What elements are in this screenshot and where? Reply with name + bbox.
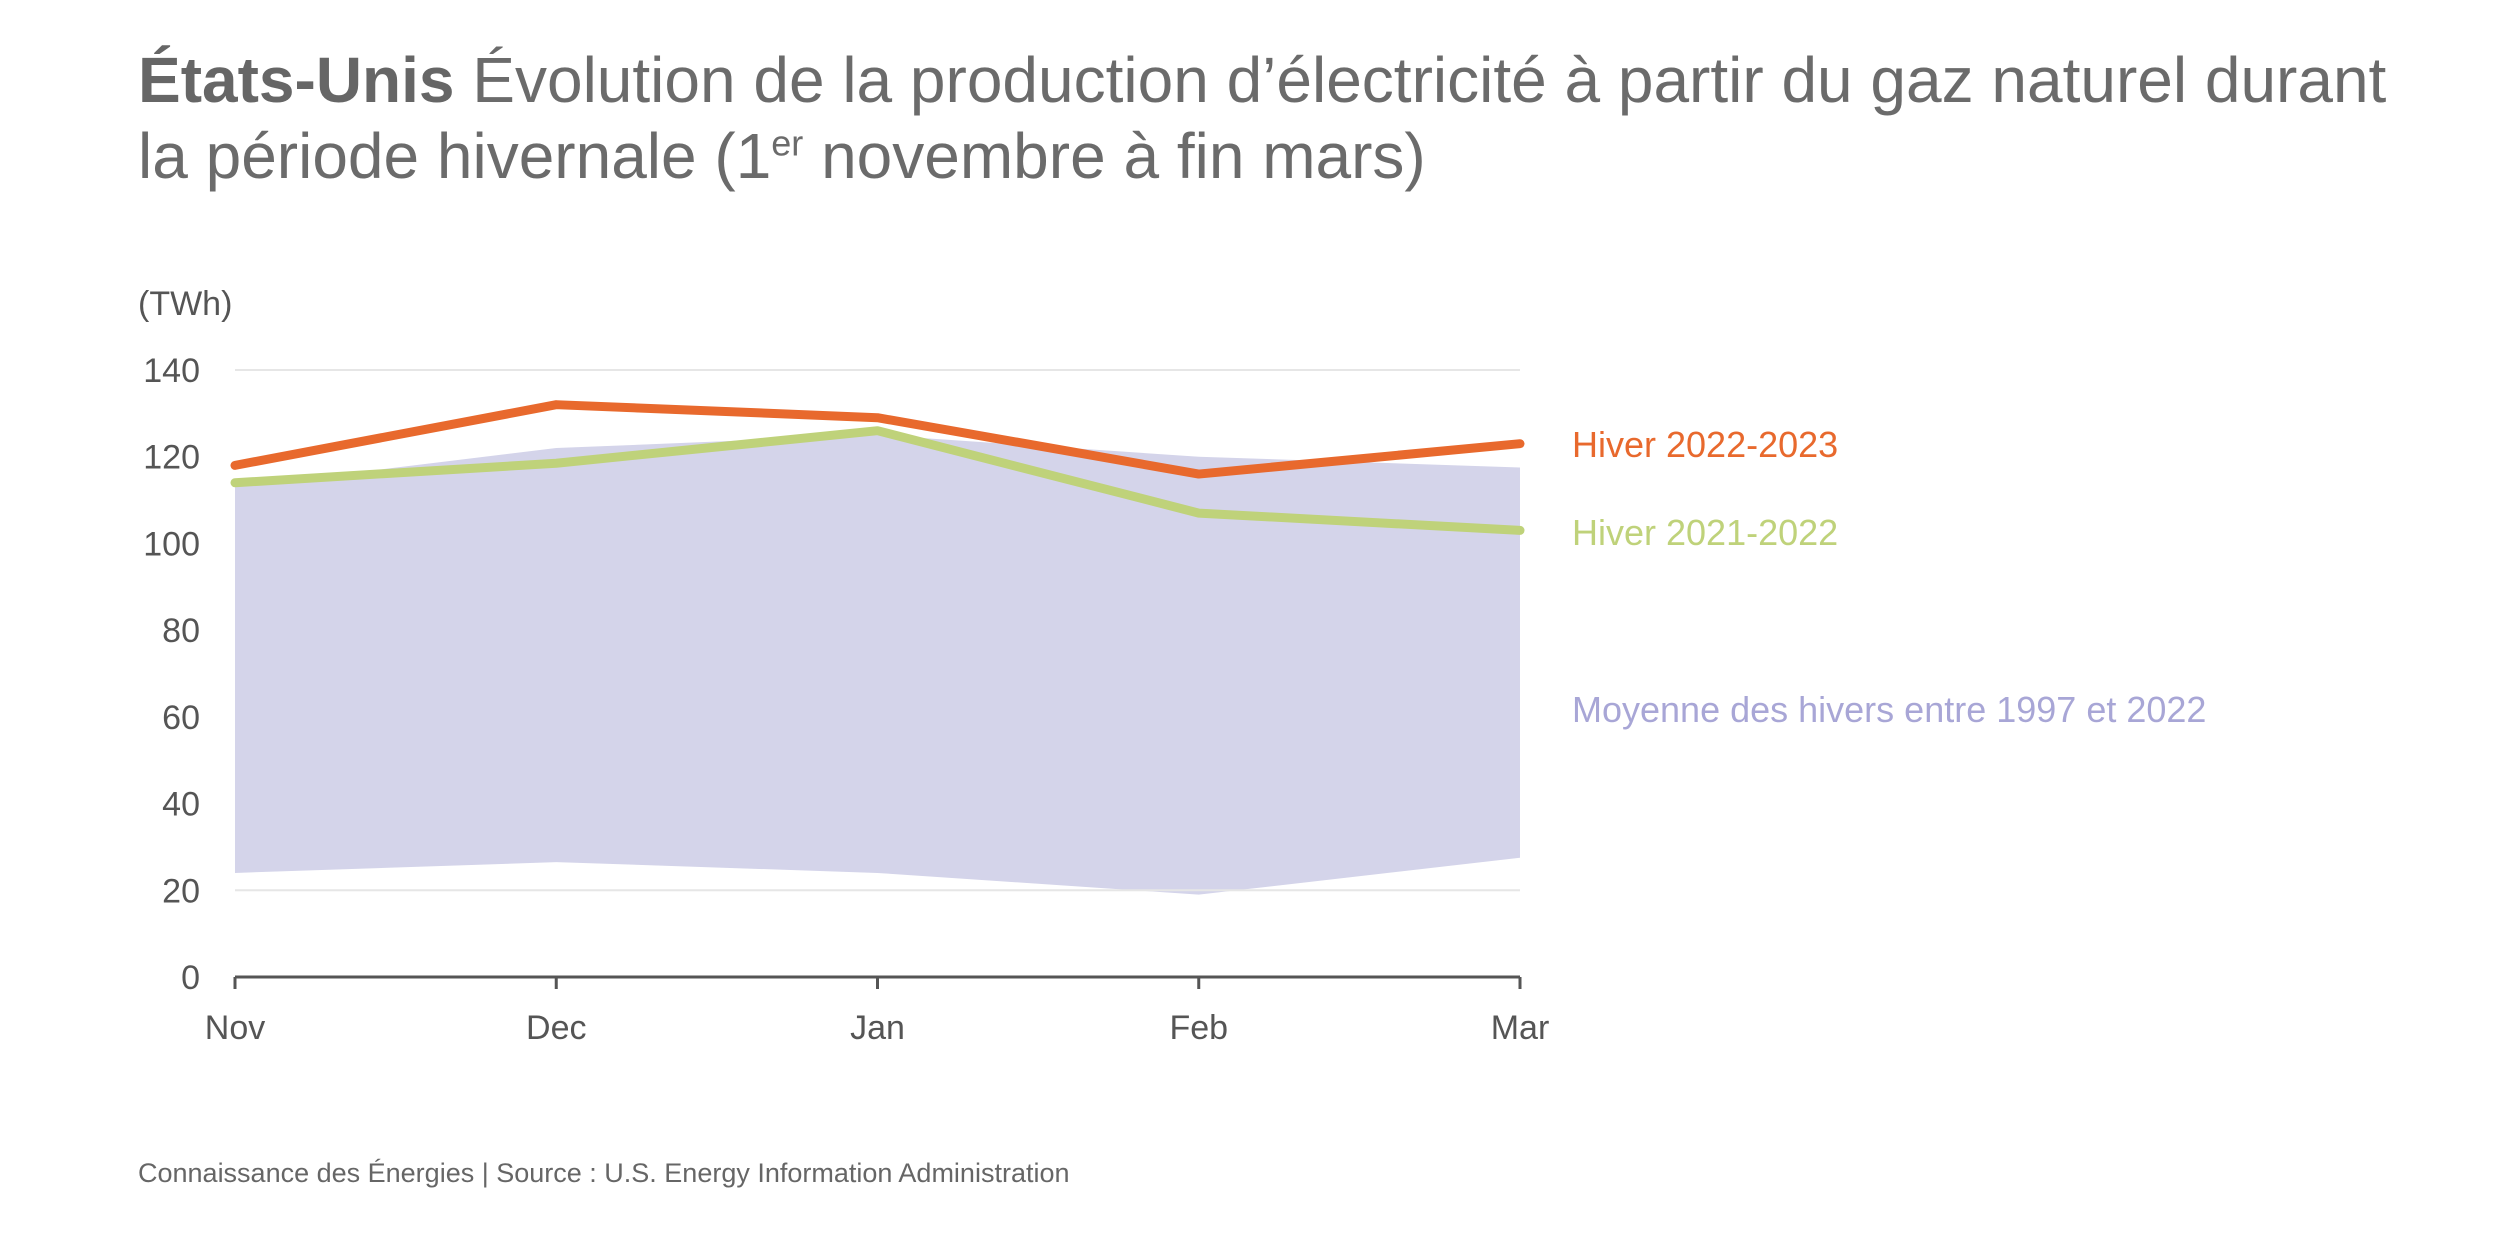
x-tick-label: Jan [850, 1009, 905, 1047]
x-tick-label: Dec [526, 1009, 586, 1047]
y-tick-label: 140 [143, 352, 200, 390]
x-tick-label: Feb [1169, 1009, 1228, 1047]
chart-title: États-Unis Évolution de la production d’… [138, 42, 2398, 194]
source-note: Connaissance des Énergies | Source : U.S… [138, 1158, 1070, 1188]
legend-label-average: Moyenne des hivers entre 1997 et 2022 [1572, 689, 2206, 730]
legend-label-winter-2022-2023: Hiver 2022-2023 [1572, 424, 1838, 465]
series-line-winter-2022-2023 [230, 400, 1525, 479]
y-tick-label: 100 [143, 525, 200, 563]
x-tick-label: Nov [205, 1009, 265, 1047]
y-tick-label: 20 [162, 872, 200, 910]
legend-label-winter-2021-2022: Hiver 2021-2022 [1572, 512, 1838, 553]
y-tick-label: 0 [181, 959, 200, 997]
series-line-winter-2021-2022 [230, 426, 1525, 535]
y-axis-label: (TWh) [138, 285, 232, 323]
x-tick-label: Mar [1491, 1009, 1550, 1047]
y-tick-label: 60 [162, 699, 200, 737]
title-superscript: er [771, 122, 804, 164]
y-tick-label: 40 [162, 786, 200, 824]
title-text-end: novembre à fin mars) [803, 120, 1426, 192]
average-range-band [235, 435, 1520, 895]
title-country: États-Unis [138, 44, 455, 116]
title-text: Évolution de la production d’électricité… [138, 44, 2387, 192]
y-tick-label: 120 [143, 439, 200, 477]
y-tick-label: 80 [162, 612, 200, 650]
